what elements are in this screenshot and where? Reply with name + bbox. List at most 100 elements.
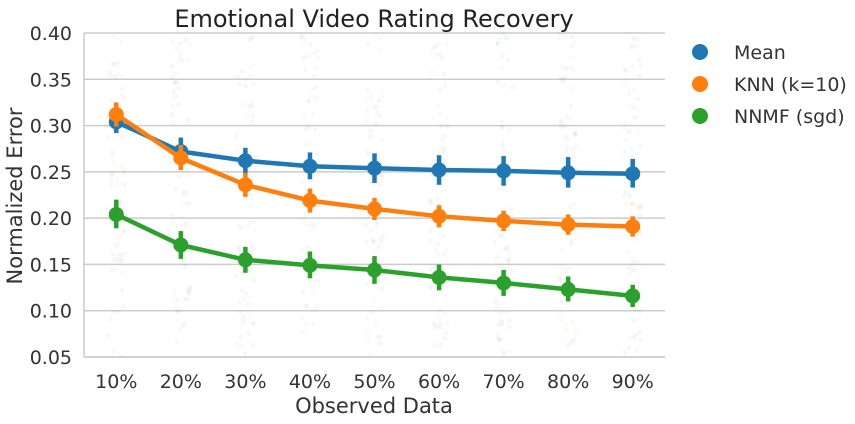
scatter-dot — [433, 45, 439, 51]
scatter-dot — [169, 74, 175, 80]
data-point — [237, 177, 253, 193]
scatter-dot — [429, 201, 434, 207]
scatter-dot — [377, 334, 383, 340]
scatter-dot — [494, 305, 500, 311]
scatter-dot — [187, 240, 192, 246]
scatter-dot — [568, 241, 574, 247]
scatter-dot — [252, 278, 257, 283]
scatter-dot — [626, 91, 632, 96]
scatter-dot — [111, 171, 116, 177]
scatter-dot — [372, 104, 377, 109]
scatter-dot — [113, 180, 119, 186]
scatter-dot — [495, 41, 501, 46]
scatter-dot — [571, 201, 577, 207]
scatter-dot — [496, 322, 501, 328]
scatter-dot — [244, 290, 250, 296]
scatter-dot — [444, 321, 450, 327]
scatter-dot — [370, 309, 375, 315]
scatter-dot — [570, 34, 576, 40]
scatter-dot — [636, 96, 641, 102]
scatter-dot — [249, 36, 254, 42]
scatter-dot — [562, 65, 568, 71]
scatter-dot — [638, 205, 643, 211]
scatter-dot — [496, 155, 501, 161]
scatter-dot — [569, 43, 575, 49]
scatter-dot — [630, 258, 636, 264]
scatter-dot — [432, 343, 438, 348]
scatter-dot — [183, 224, 189, 230]
scatter-dot — [372, 248, 378, 254]
data-point — [625, 218, 641, 234]
scatter-dot — [121, 229, 127, 235]
data-point — [367, 201, 382, 217]
scatter-dot — [364, 108, 370, 114]
scatter-dot — [429, 162, 434, 168]
scatter-dot — [427, 199, 433, 205]
scatter-dot — [310, 93, 316, 99]
scatter-dot — [379, 172, 385, 177]
scatter-dot — [173, 94, 179, 100]
scatter-dot — [630, 147, 635, 152]
scatter-dot — [241, 314, 247, 320]
scatter-dot — [178, 50, 184, 56]
scatter-dot — [180, 214, 185, 220]
scatter-dot — [109, 73, 115, 79]
scatter-dot — [625, 249, 631, 255]
scatter-dot — [499, 118, 504, 124]
scatter-dot — [634, 280, 640, 286]
scatter-dot — [365, 214, 371, 220]
data-point — [237, 153, 253, 169]
data-point — [560, 165, 576, 181]
scatter-dot — [564, 144, 570, 150]
data-point — [302, 158, 318, 174]
scatter-dot — [633, 236, 639, 242]
scatter-dot — [112, 257, 117, 263]
scatter-dot — [251, 188, 257, 194]
scatter-dot — [442, 233, 447, 238]
scatter-dot — [250, 113, 256, 118]
scatter-dot — [379, 286, 385, 292]
scatter-dot — [379, 304, 385, 310]
scatter-dot — [572, 336, 578, 342]
scatter-dot — [117, 198, 123, 204]
data-point — [108, 106, 124, 122]
scatter-dot — [506, 257, 512, 263]
scatter-dot — [105, 123, 110, 129]
scatter-dot — [117, 258, 123, 263]
scatter-dot — [376, 98, 382, 104]
scatter-dot — [310, 277, 316, 283]
data-point — [302, 257, 318, 273]
scatter-dot — [122, 182, 128, 187]
scatter-dot — [434, 52, 440, 58]
scatter-dot — [629, 210, 635, 216]
scatter-dot — [558, 31, 564, 36]
scatter-dot — [428, 237, 433, 243]
scatter-dot — [379, 138, 385, 144]
scatter-dot — [121, 228, 126, 233]
scatter-dot — [302, 186, 308, 192]
scatter-dot — [632, 114, 638, 120]
scatter-dot — [507, 127, 512, 132]
scatter-dot — [631, 335, 637, 340]
scatter-dot — [234, 130, 240, 136]
scatter-dot — [170, 120, 176, 126]
scatter-dot — [298, 34, 304, 40]
scatter-dot — [110, 252, 116, 258]
scatter-dot — [241, 296, 247, 302]
scatter-dot — [122, 95, 127, 101]
scatter-dot — [499, 319, 505, 324]
scatter-dot — [248, 192, 254, 198]
scatter-dot — [314, 96, 319, 102]
scatter-dot — [171, 220, 177, 226]
scatter-dot — [186, 200, 192, 206]
scatter-dot — [497, 337, 503, 343]
scatter-dot — [113, 243, 119, 248]
scatter-dot — [437, 315, 443, 321]
scatter-dot — [638, 143, 644, 149]
scatter-dot — [497, 233, 503, 239]
scatter-dot — [174, 339, 180, 345]
scatter-dot — [495, 333, 500, 338]
scatter-dot — [563, 267, 569, 272]
scatter-dot — [623, 67, 629, 73]
scatter-dot — [234, 146, 240, 152]
